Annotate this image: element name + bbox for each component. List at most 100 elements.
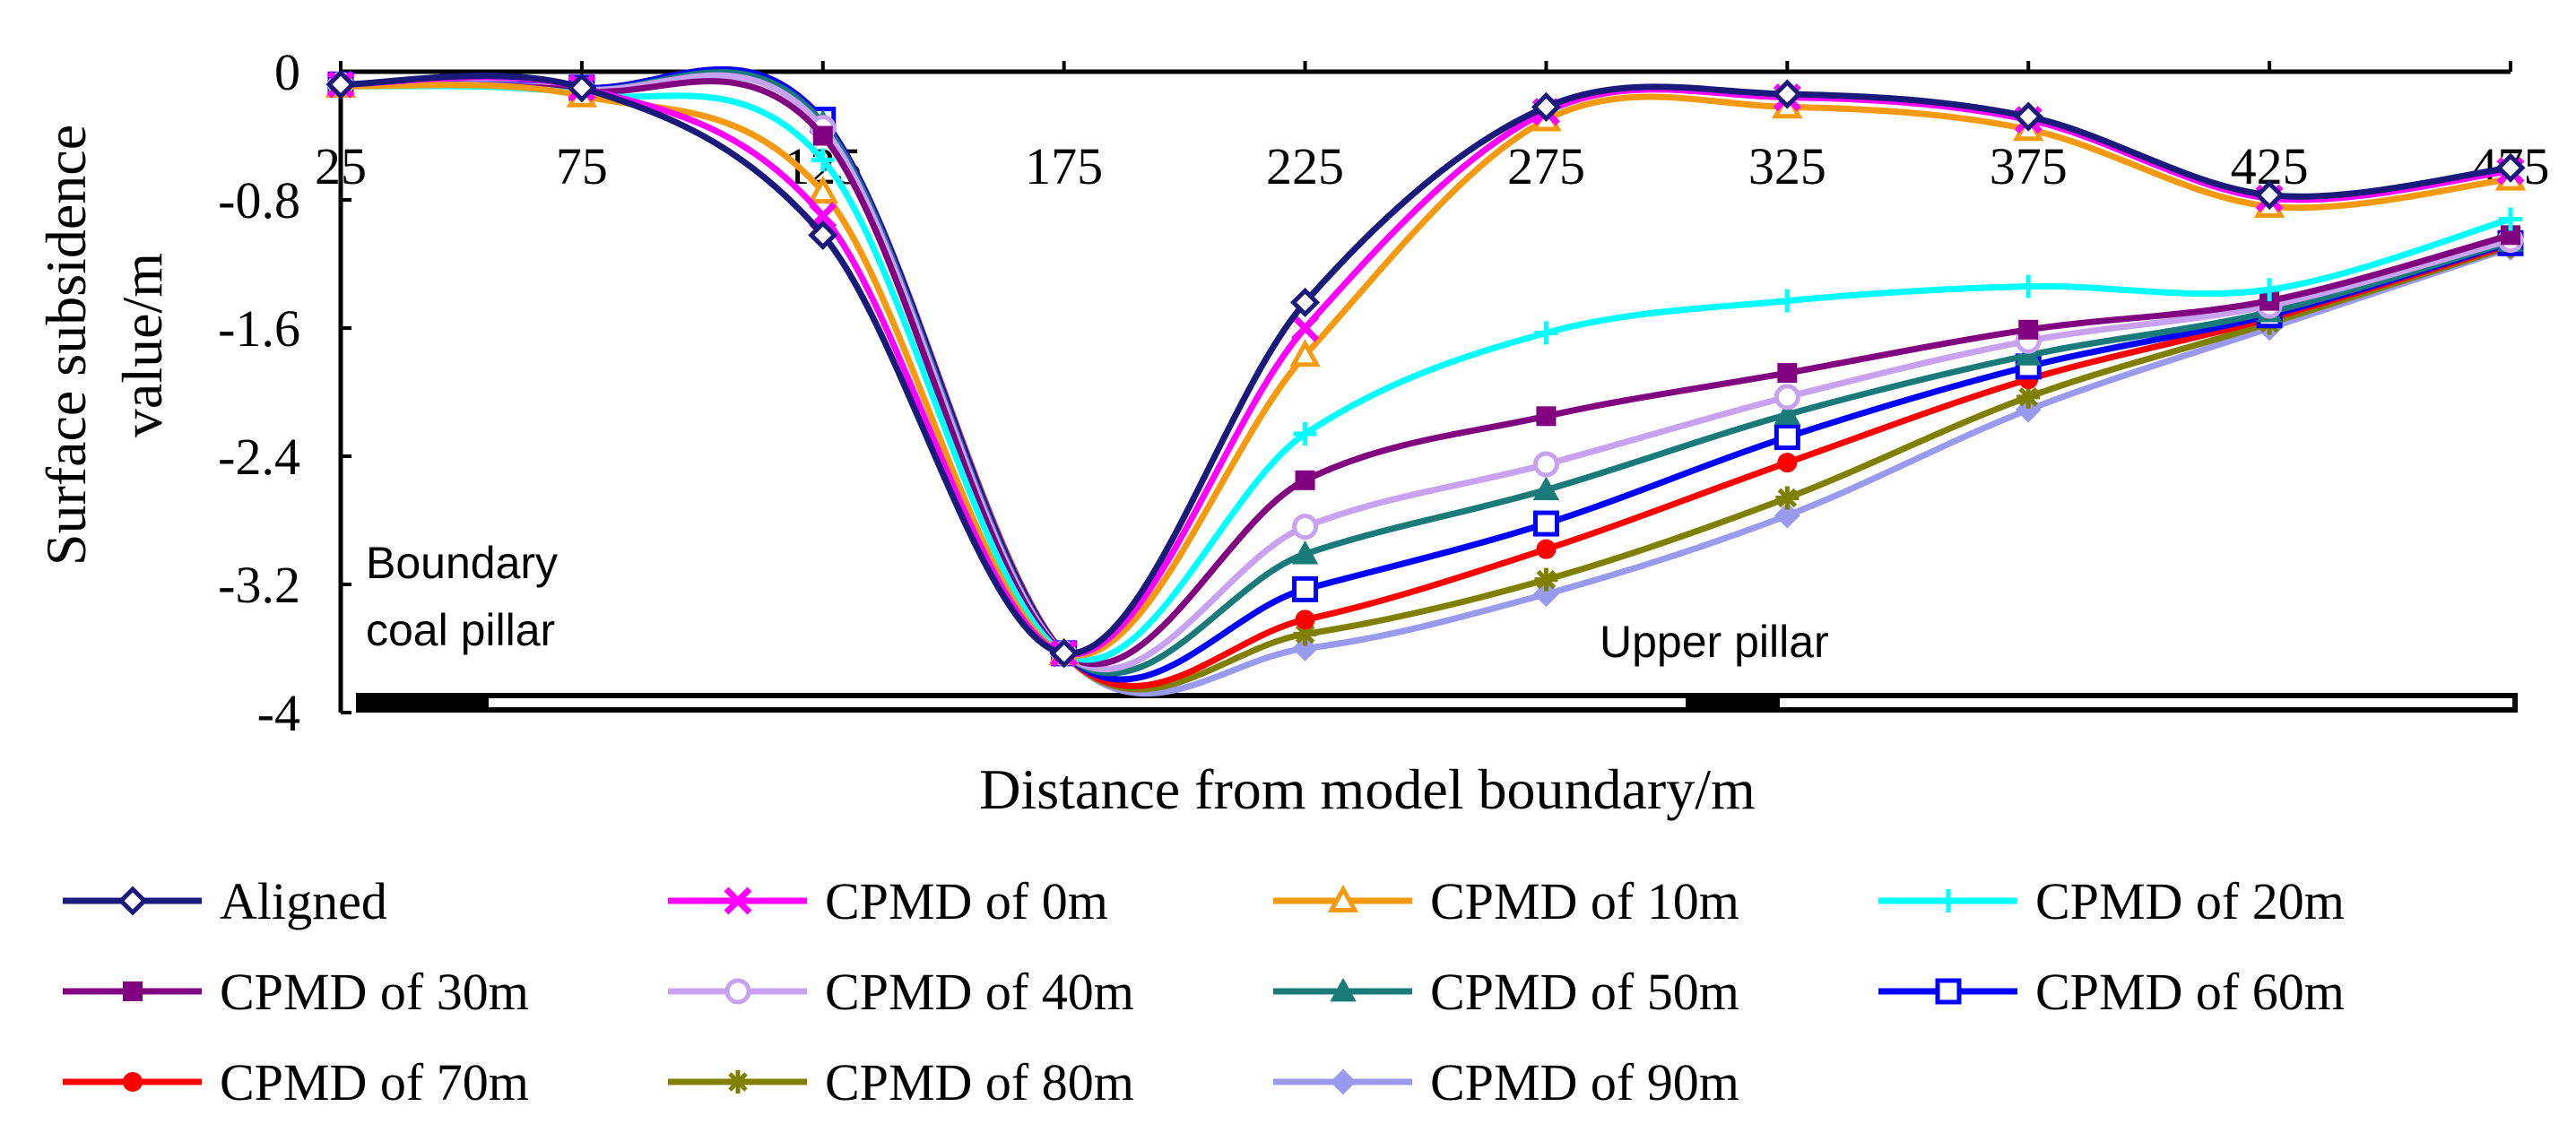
- data-point: [1290, 287, 1321, 317]
- legend-item-cpmd-of-80m: CPMD of 80m: [668, 1053, 1134, 1111]
- series-line-cpmd-of-0m: [340, 73, 2511, 658]
- pillar-bar-outline: [356, 693, 2518, 713]
- series-cpmd-of-70m: [331, 65, 2520, 689]
- legend-item-cpmd-of-70m: CPMD of 70m: [63, 1053, 529, 1111]
- y-axis-title-line1: Surface subsidence: [34, 125, 98, 566]
- data-point: [1534, 567, 1558, 592]
- legend-label: CPMD of 20m: [2035, 872, 2345, 930]
- legend-label: CPMD of 70m: [220, 1053, 529, 1111]
- x-tick-label: 325: [1748, 137, 1826, 195]
- data-point: [2495, 152, 2526, 183]
- y-tick-label: -2.4: [218, 428, 300, 486]
- data-point: [2254, 180, 2285, 211]
- data-point: [1532, 451, 1559, 478]
- left-pillar-label-line1: Boundary: [366, 538, 558, 588]
- legend-label: CPMD of 0m: [825, 872, 1108, 930]
- legend-item-cpmd-of-40m: CPMD of 40m: [668, 963, 1134, 1021]
- y-axis-title-line2: value/m: [110, 253, 174, 437]
- legend-label: CPMD of 50m: [1430, 963, 1739, 1021]
- legend-swatch-marker: [726, 1070, 750, 1094]
- legend-item-cpmd-of-20m: CPMD of 20m: [1878, 872, 2345, 930]
- x-tick-label: 375: [1990, 137, 2068, 195]
- data-point: [1772, 79, 1802, 109]
- data-point: [2018, 319, 2039, 340]
- data-point: [1292, 514, 1319, 540]
- legend-swatch-marker: [724, 886, 752, 915]
- data-point: [2015, 342, 2042, 366]
- data-point: [1532, 476, 1560, 500]
- legend-label: CPMD of 60m: [2035, 963, 2345, 1021]
- legend-swatch-marker: [724, 978, 751, 1005]
- legend-swatch-marker: [1327, 884, 1359, 912]
- data-point: [1775, 486, 1800, 510]
- series-cpmd-of-80m: [329, 65, 2522, 693]
- legend-swatch-marker: [117, 886, 148, 916]
- x-tick-label: 225: [1266, 137, 1344, 195]
- legend-swatch-marker: [1935, 978, 1962, 1005]
- series-line-aligned: [340, 73, 2511, 657]
- data-point: [811, 148, 835, 172]
- left-pillar-label-line2: coal pillar: [366, 605, 555, 655]
- y-tick-label: -0.8: [218, 171, 300, 229]
- legend-swatch-marker: [1330, 977, 1357, 1002]
- data-point: [2013, 101, 2043, 132]
- legend-swatch-marker: [1330, 1068, 1357, 1095]
- legend-label: Aligned: [220, 872, 387, 930]
- data-point: [1295, 610, 1315, 630]
- legend-swatch-marker: [123, 981, 143, 1001]
- x-tick-label: 275: [1507, 137, 1585, 195]
- legend-swatch-marker: [1937, 889, 1960, 912]
- x-tick-label: 175: [1025, 137, 1103, 195]
- data-point: [2499, 207, 2522, 231]
- data-point: [1536, 539, 1557, 559]
- data-point: [2501, 225, 2520, 246]
- data-point: [1289, 339, 1321, 367]
- data-point: [2258, 278, 2282, 302]
- upper-pillar-segment: [1686, 696, 1780, 710]
- y-tick-label: 0: [274, 43, 300, 101]
- legend: Aligned CPMD of 0m CPMD of 10m CPMD of 20m C…: [63, 872, 2345, 1111]
- legend-label: CPMD of 80m: [825, 1053, 1134, 1111]
- series-line-cpmd-of-10m: [340, 82, 2511, 659]
- data-point: [2017, 385, 2041, 409]
- data-point: [812, 125, 833, 146]
- pillar-bars: [356, 693, 2518, 713]
- legend-label: CPMD of 10m: [1430, 872, 1739, 930]
- series-line-cpmd-of-40m: [340, 72, 2511, 672]
- legend-label: CPMD of 30m: [220, 963, 529, 1021]
- x-axis-title: Distance from model boundary/m: [979, 757, 1756, 821]
- data-point: [1531, 91, 1561, 122]
- series-line-cpmd-of-90m: [340, 65, 2512, 696]
- legend-item-cpmd-of-30m: CPMD of 30m: [63, 963, 529, 1021]
- data-point: [1295, 470, 1315, 490]
- data-point: [1777, 363, 1798, 384]
- data-point: [1293, 421, 1317, 445]
- series-line-cpmd-of-80m: [340, 65, 2512, 693]
- data-point: [1291, 540, 1319, 565]
- series-cpmd-of-90m: [327, 65, 2524, 696]
- legend-label: CPMD of 40m: [825, 963, 1134, 1021]
- axis-titles: Distance from model boundary/m Surface s…: [34, 125, 1756, 821]
- data-point: [1777, 453, 1798, 473]
- data-point: [1293, 622, 1317, 646]
- x-tick-label: 75: [556, 137, 608, 195]
- legend-item-cpmd-of-10m: CPMD of 10m: [1273, 872, 1739, 930]
- legend-item-cpmd-of-60m: CPMD of 60m: [1878, 963, 2345, 1021]
- legend-item-cpmd-of-90m: CPMD of 90m: [1273, 1053, 1739, 1111]
- data-point: [1532, 510, 1559, 537]
- data-point: [2017, 274, 2041, 298]
- y-tick-label: -1.6: [218, 299, 300, 358]
- data-point: [807, 175, 839, 203]
- data-point: [1774, 401, 1801, 425]
- data-point: [325, 69, 356, 99]
- data-point: [1774, 424, 1800, 451]
- y-tick-label: -4: [257, 684, 300, 742]
- data-point: [1775, 289, 1800, 313]
- series-line-cpmd-of-70m: [340, 65, 2512, 689]
- x-tick-label: 25: [315, 137, 367, 195]
- data-point: [1291, 314, 1320, 342]
- upper-pillar-label: Upper pillar: [1600, 617, 1829, 667]
- legend-item-cpmd-of-0m: CPMD of 0m: [668, 872, 1108, 930]
- legend-item-aligned: Aligned: [63, 872, 387, 930]
